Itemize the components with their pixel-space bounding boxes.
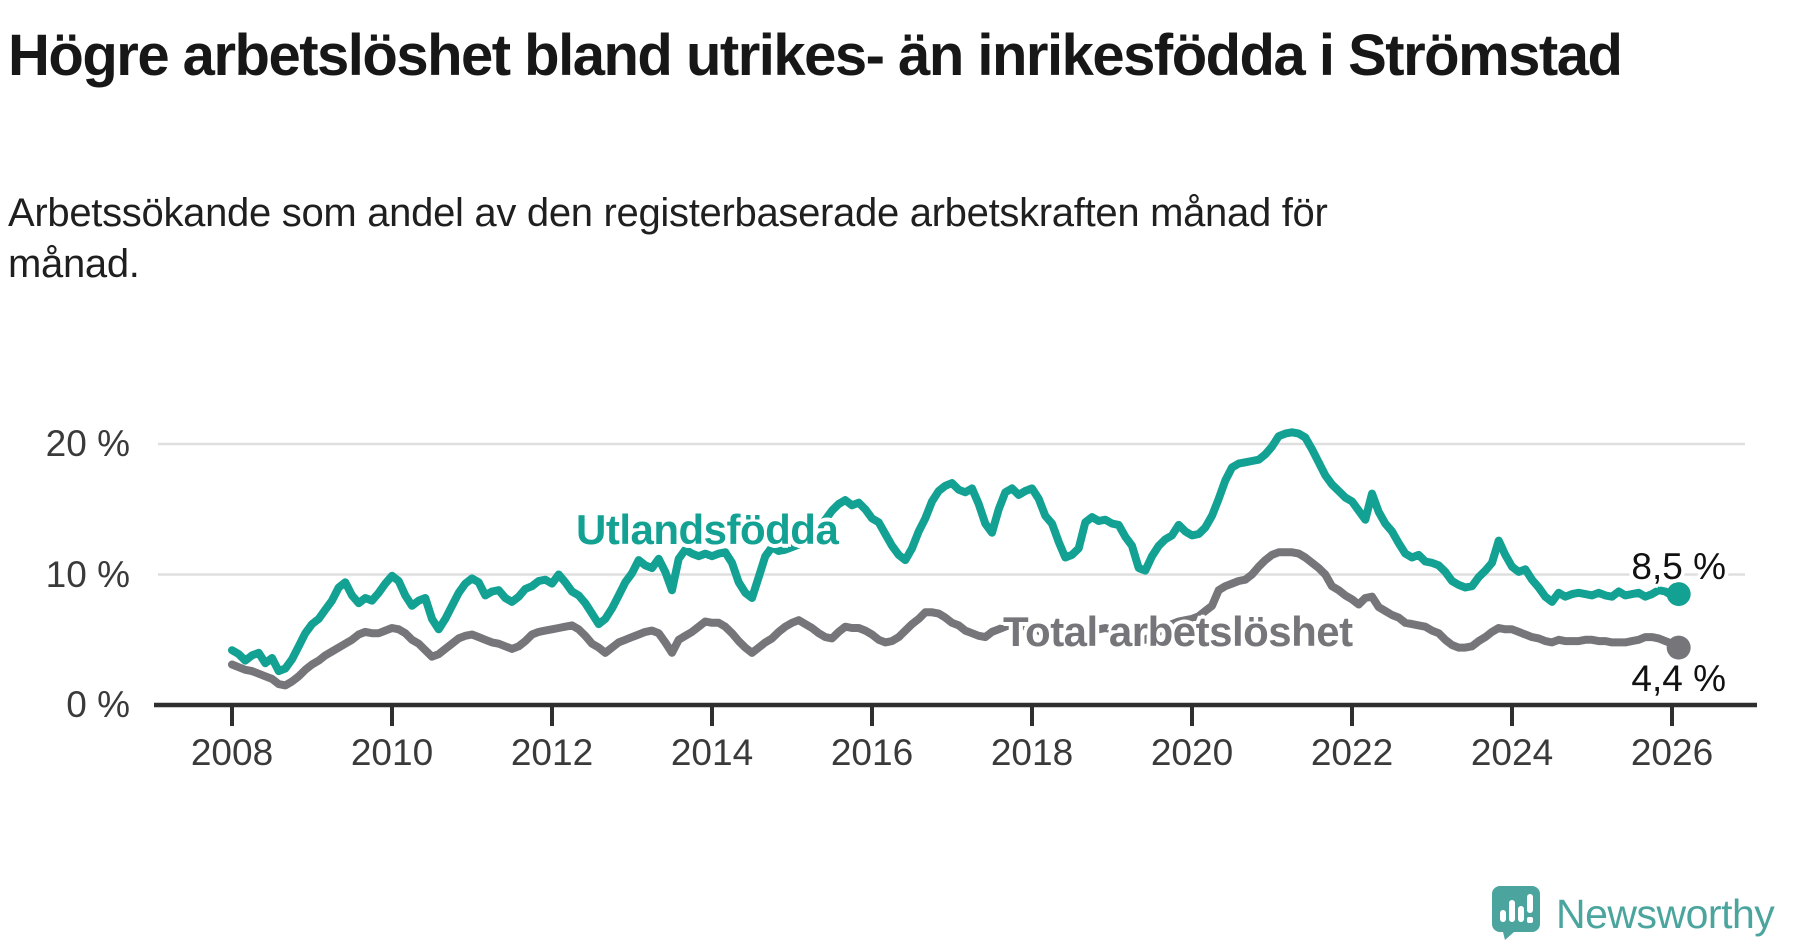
x-tick-label-2010: 2010 [350,732,434,773]
series-end-dot-total-arbetsl-shet [1666,635,1691,660]
series-line-total-arbetsl-shet [228,548,1683,690]
x-tick-label-2016: 2016 [830,732,914,773]
newsworthy-speech-bubble-chart-icon [1490,884,1542,945]
x-tick-label-2020: 2020 [1150,732,1234,773]
end-value-label-utlandsfodda: 8,5 % [1631,546,1726,587]
x-tick-label-2026: 2026 [1630,732,1714,773]
y-tick-label-10: 10 % [45,553,130,595]
page-subtitle: Arbetssökande som andel av den registerb… [8,191,1328,287]
x-tick-label-2008: 2008 [190,732,274,773]
newsworthy-logo-text: Newsworthy [1556,891,1775,937]
series-label-total-arbetsloshet: Total arbetslöshet [1003,608,1353,655]
x-tick-label-2014: 2014 [670,732,754,773]
y-tick-label-20: 20 % [45,423,130,464]
x-tick-label-2022: 2022 [1310,732,1394,773]
x-tick-label-2024: 2024 [1470,732,1554,773]
x-tick-label-2012: 2012 [510,732,594,773]
series-label-utlandsfodda: Utlandsfödda [576,506,839,553]
series-line-utlandsf-dda [228,428,1683,676]
end-value-label-total: 4,4 % [1631,658,1726,699]
page-title: Högre arbetslöshet bland utrikes- än inr… [8,23,1623,88]
x-tick-label-2018: 2018 [990,732,1074,773]
y-tick-label-0: 0 % [66,684,130,725]
newsworthy-logo[interactable]: Newsworthy [1490,884,1775,945]
series-end-dot-utlandsf-dda [1666,582,1691,607]
